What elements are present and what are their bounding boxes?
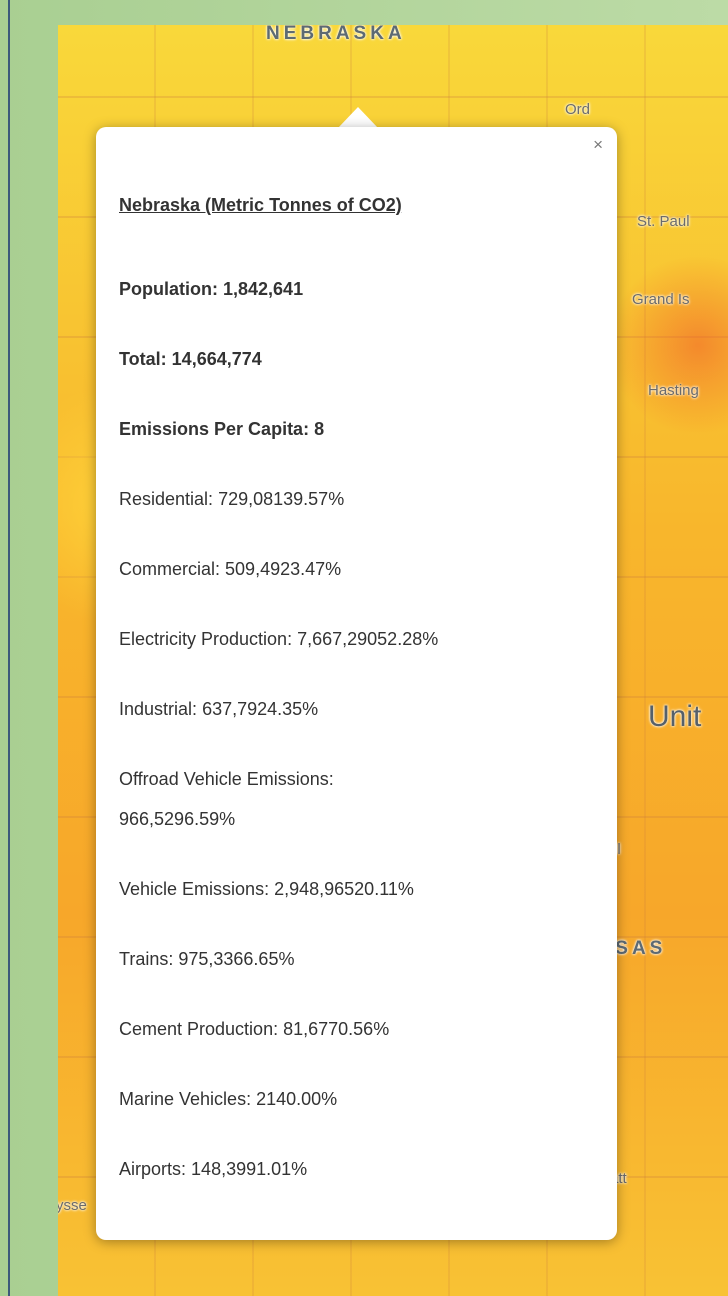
line-label: Electricity Production: [119,629,292,649]
popup-line: Trains: 975,3366.65% [119,939,589,979]
line-value: 14,664,774 [172,349,262,369]
popup-line: Electricity Production: 7,667,29052.28% [119,619,589,659]
popup-line: Marine Vehicles: 2140.00% [119,1079,589,1119]
line-label: Trains: [119,949,173,969]
city-label: ysse [58,1197,87,1214]
popup-line: Industrial: 637,7924.35% [119,689,589,729]
popup: × Nebraska (Metric Tonnes of CO2) Popula… [96,127,617,1240]
popup-line: Commercial: 509,4923.47% [119,549,589,589]
line-label: Vehicle Emissions: [119,879,269,899]
popup-line: Population: 1,842,641 [119,269,589,309]
popup-tip [338,107,378,128]
popup-line: Cement Production: 81,6770.56% [119,1009,589,1049]
popup-line: Total: 14,664,774 [119,339,589,379]
line-value: 7,667,29052.28% [297,629,438,649]
line-label: Offroad Vehicle Emissions: [119,769,334,789]
page: NEBRASKA Ord St. Paul Grand Is Hasting U… [0,0,728,1296]
line-label: Airports: [119,1159,186,1179]
country-label: Unit [648,700,701,734]
line-value: 1,842,641 [223,279,303,299]
line-value: 81,6770.56% [283,1019,389,1039]
popup-line: Vehicle Emissions: 2,948,96520.11% [119,869,589,909]
line-label: Residential: [119,489,213,509]
popup-line: Residential: 729,08139.57% [119,479,589,519]
popup-title: Nebraska (Metric Tonnes of CO2) [119,195,402,216]
city-label: Grand Is [632,291,690,308]
line-value: 729,08139.57% [218,489,344,509]
line-label: Total: [119,349,167,369]
frame-edge [8,0,10,1296]
close-button[interactable]: × [593,135,603,155]
city-label: Hasting [648,382,699,399]
line-value: 975,3366.65% [178,949,294,969]
line-label: Commercial: [119,559,220,579]
line-label: Emissions Per Capita: [119,419,309,439]
line-value: 509,4923.47% [225,559,341,579]
line-value: 637,7924.35% [202,699,318,719]
popup-lines: Population: 1,842,641 Total: 14,664,774 Em… [119,269,589,1219]
popup-line: Offroad Vehicle Emissions: 966,5296.59% [119,759,589,839]
line-value: 8 [314,419,324,439]
line-label: Population: [119,279,218,299]
line-value: 2140.00% [256,1089,337,1109]
state-label: NEBRASKA [266,25,406,45]
city-label: St. Paul [637,213,690,230]
city-label: Ord [565,101,590,118]
line-label: Marine Vehicles: [119,1089,251,1109]
line-value: 2,948,96520.11% [274,879,414,899]
line-value: 148,3991.01% [191,1159,307,1179]
line-value: 966,5296.59% [119,799,589,839]
popup-line: Emissions Per Capita: 8 [119,409,589,449]
line-label: Cement Production: [119,1019,278,1039]
popup-line: Airports: 148,3991.01% [119,1149,589,1189]
line-label: Industrial: [119,699,197,719]
